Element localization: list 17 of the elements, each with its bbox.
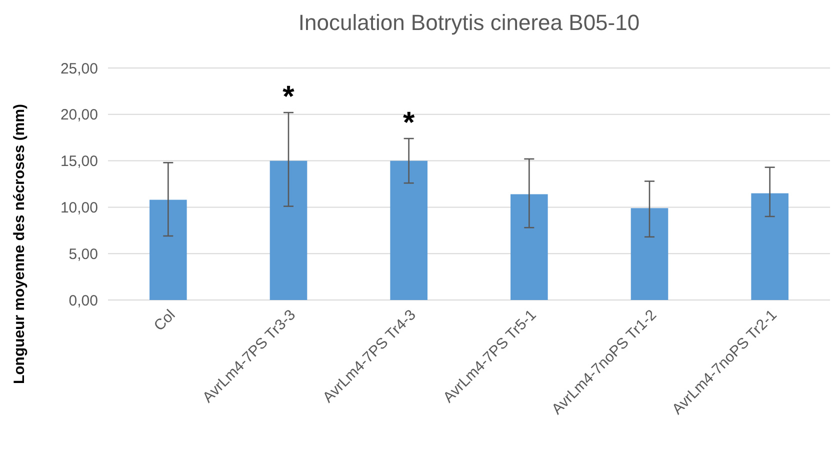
annotation: * [402, 106, 415, 140]
y-tick-label: 10,00 [60, 199, 98, 216]
y-axis-title: Longueur moyenne des nécroses (mm) [11, 104, 28, 384]
annotation: * [282, 80, 295, 114]
bar [630, 208, 668, 300]
y-tick-label: 5,00 [68, 246, 98, 263]
bar [390, 160, 428, 300]
bar [270, 160, 308, 300]
x-tick-label: Col [150, 306, 179, 334]
y-tick-label: 0,00 [68, 292, 98, 310]
y-tick-label: 20,00 [60, 106, 98, 124]
bar [150, 200, 187, 300]
bar [751, 193, 788, 300]
y-tick-label: 15,00 [60, 153, 98, 170]
y-tick-label: 25,00 [60, 60, 98, 78]
bar [510, 194, 548, 300]
chart-title: Inoculation Botrytis cinerea B05-10 [298, 10, 640, 35]
